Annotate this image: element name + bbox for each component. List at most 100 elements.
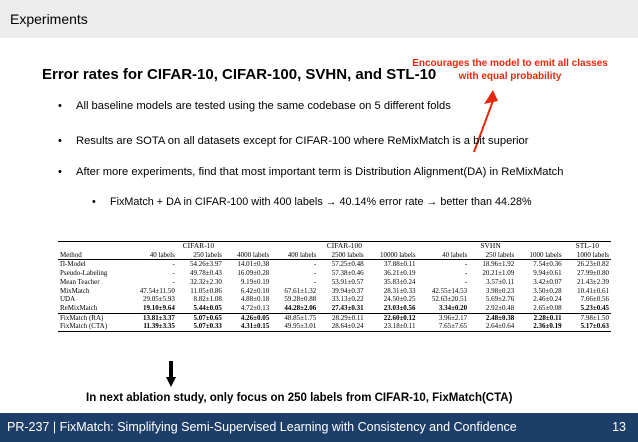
column-header: 40 labels bbox=[417, 250, 470, 261]
table-cell: 67.61±1.32 bbox=[284, 286, 317, 295]
table-cell: - bbox=[313, 269, 317, 278]
table-cell: - bbox=[172, 269, 175, 278]
column-header: 4000 labels bbox=[223, 250, 272, 261]
table-cell: 27.43±0.31 bbox=[318, 303, 366, 314]
table-row: ReMixMatch 19.10±9.64 5.44±0.05 4.72±0.13 44… bbox=[58, 303, 611, 314]
method-cell: ReMixMatch bbox=[58, 303, 126, 314]
table-cell: 2.48±0.38 bbox=[485, 313, 515, 322]
table-cell: 2.92±0.48 bbox=[469, 303, 517, 314]
bullet-item: • Results are SOTA on all datasets except… bbox=[58, 135, 529, 147]
page-number: 13 bbox=[612, 420, 626, 434]
table-cell: 53.91±0.57 bbox=[331, 277, 364, 286]
table-cell: 5.44±0.05 bbox=[176, 303, 224, 314]
footer-title: PR-237 | FixMatch: Simplifying Semi-Supe… bbox=[7, 420, 517, 434]
bullet-dot: • bbox=[58, 166, 62, 178]
method-cell: UDA bbox=[60, 295, 76, 304]
bullet-dot: • bbox=[58, 100, 62, 112]
results-table: CIFAR-10 CIFAR-100 SVHN STL-10 Method 40… bbox=[58, 240, 611, 351]
bullet-item: • All baseline models are tested using th… bbox=[58, 100, 451, 112]
table-header-row: Method 40 labels 250 labels 4000 labels … bbox=[58, 250, 611, 261]
table-cell: 2.46±0.24 bbox=[533, 295, 562, 304]
method-cell: FixMatch (CTA) bbox=[58, 322, 126, 333]
table-row: UDA 29.05±5.93 8.82±1.08 4.88±0.18 59.28±0.8… bbox=[58, 295, 611, 304]
table-cell: 5.07±0.65 bbox=[193, 313, 222, 322]
table-cell: 3.57±0.11 bbox=[486, 277, 515, 286]
table-cell: 44.28±2.06 bbox=[271, 303, 319, 314]
table-cell: 57.38±0.46 bbox=[331, 269, 364, 278]
method-cell: Pseudo-Labeling bbox=[60, 269, 108, 278]
table-row: Π-Model - 54.26±3.97 14.01±0.38 - 57.25±0.48 3… bbox=[58, 260, 611, 269]
table-cell: 47.54±11.50 bbox=[139, 286, 175, 295]
column-header: Method bbox=[58, 250, 126, 261]
table-cell: 33.13±0.22 bbox=[331, 295, 364, 304]
table-cell: 37.88±0.11 bbox=[383, 260, 416, 269]
table-cell: 14.01±0.38 bbox=[237, 260, 270, 269]
table-cell: 57.25±0.48 bbox=[331, 260, 364, 269]
column-header: 1000 labels bbox=[563, 250, 611, 261]
down-arrow-icon bbox=[166, 361, 176, 387]
slide-footer: PR-237 | FixMatch: Simplifying Semi-Supe… bbox=[0, 413, 638, 442]
table-cell: 23.18±0.11 bbox=[365, 322, 418, 333]
table-cell: 54.26±3.97 bbox=[190, 260, 222, 269]
slide-header: Experiments bbox=[0, 0, 638, 38]
table-cell: 49.95±3.01 bbox=[271, 322, 319, 333]
table-cell: - bbox=[313, 277, 317, 286]
table-cell: 23.03±0.56 bbox=[365, 303, 418, 314]
table-cell: 4.72±0.13 bbox=[223, 303, 272, 314]
table-cell: 2.65±0.08 bbox=[516, 303, 564, 314]
table-cell: 5.69±2.76 bbox=[485, 295, 515, 304]
arrow-head bbox=[484, 90, 498, 104]
table-cell: 35.83±0.24 bbox=[383, 277, 416, 286]
table-cell: 3.42±0.07 bbox=[533, 277, 562, 286]
annotation-note: Encourages the model to emit all classes… bbox=[412, 58, 608, 82]
table-cell: 13.81±3.37 bbox=[142, 313, 175, 322]
table-cell: 7.66±0.56 bbox=[580, 295, 609, 304]
table-cell: 27.99±0.80 bbox=[577, 269, 609, 278]
table-row: FixMatch (RA) 13.81±3.37 5.07±0.65 4.26±0.0… bbox=[58, 313, 611, 322]
table-cell: 4.88±0.18 bbox=[240, 295, 270, 304]
table-cell: 48.85±1.75 bbox=[284, 313, 317, 322]
method-cell: MixMatch bbox=[60, 286, 90, 295]
column-header: 250 labels bbox=[469, 250, 517, 261]
table-cell: 9.94±0.61 bbox=[533, 269, 562, 278]
table-cell: 52.63±20.51 bbox=[431, 295, 468, 304]
table-cell: 3.98±0.23 bbox=[485, 286, 515, 295]
table-cell: 5.17±0.63 bbox=[563, 322, 611, 333]
bullet-item: • After more experiments, find that most … bbox=[58, 166, 564, 178]
table-cell: 49.78±0.43 bbox=[190, 269, 222, 278]
column-header: 40 labels bbox=[125, 250, 177, 261]
sub-bullet-item: • FixMatch + DA in CIFAR-100 with 400 lab… bbox=[92, 196, 532, 208]
table-cell: 28.31±0.33 bbox=[383, 286, 416, 295]
table-cell: - bbox=[313, 260, 317, 269]
table-cell: 29.05±5.93 bbox=[142, 295, 175, 304]
table-cell: 3.50±0.28 bbox=[533, 286, 562, 295]
table-cell: 2.28±0.11 bbox=[533, 313, 562, 322]
table-cell: 42.55±14.53 bbox=[431, 286, 468, 295]
table-cell: 19.10±9.64 bbox=[125, 303, 177, 314]
bullet-dot: • bbox=[58, 135, 62, 147]
column-header: 2500 labels bbox=[318, 250, 366, 261]
table-cell: 24.50±0.25 bbox=[383, 295, 416, 304]
table-cell: 28.29±0.11 bbox=[332, 313, 364, 322]
column-header: 400 labels bbox=[271, 250, 319, 261]
table-cell: 3.34±0.20 bbox=[417, 303, 470, 314]
group-header: CIFAR-10 bbox=[125, 240, 272, 251]
table-cell: 7.54±0.36 bbox=[533, 260, 562, 269]
table-cell: 11.05±0.86 bbox=[190, 286, 222, 295]
table-cell: 32.32±2.30 bbox=[190, 277, 222, 286]
table-cell: 26.23±0.82 bbox=[577, 260, 609, 269]
table-cell: 11.39±3.35 bbox=[125, 322, 177, 333]
table-cell: - bbox=[464, 277, 468, 286]
table-cell: 3.96±2.17 bbox=[438, 313, 468, 322]
table-cell: - bbox=[464, 269, 468, 278]
table-cell: 16.09±0.28 bbox=[237, 269, 270, 278]
table-cell: 21.43±2.39 bbox=[577, 277, 609, 286]
table-cell: 4.26±0.05 bbox=[240, 313, 270, 322]
table-cell: 22.60±0.12 bbox=[383, 313, 416, 322]
table-cell: 2.64±0.64 bbox=[469, 322, 517, 333]
section-title: Experiments bbox=[10, 11, 88, 27]
column-header: 250 labels bbox=[176, 250, 224, 261]
table-row: FixMatch (CTA) 11.39±3.35 5.07±0.33 4.31±0.… bbox=[58, 322, 611, 333]
column-header: 1000 labels bbox=[516, 250, 564, 261]
table-cell: 39.94±0.37 bbox=[331, 286, 364, 295]
